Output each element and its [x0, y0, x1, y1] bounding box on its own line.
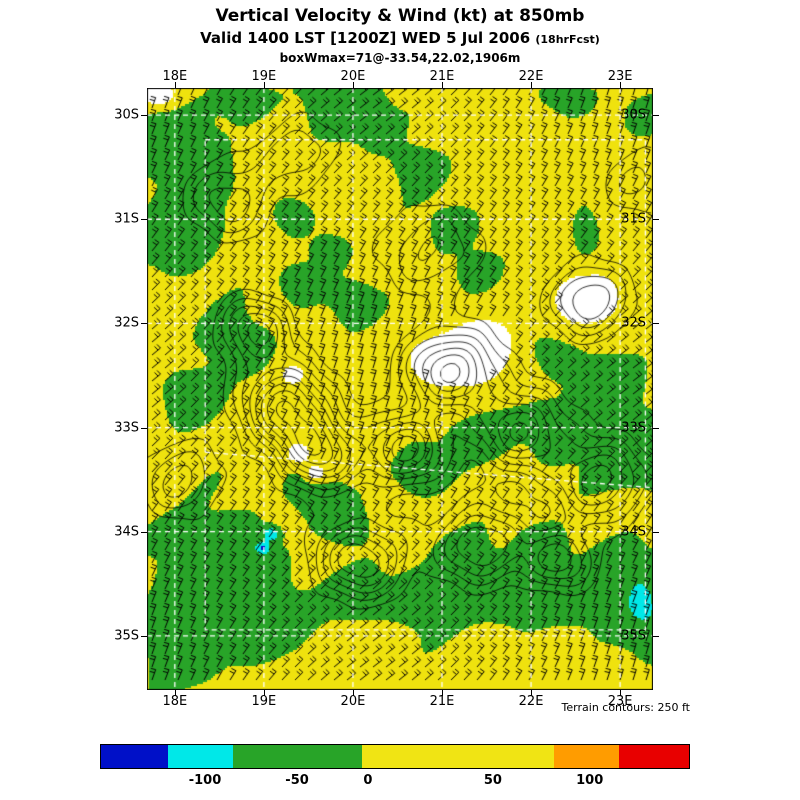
- forecast-hour-tag: (18hrFcst): [535, 33, 600, 46]
- x-tick-label-top: 22E: [518, 69, 544, 84]
- colorbar-segment-3: [362, 745, 555, 768]
- colorbar: [100, 744, 690, 769]
- axis-tick: [653, 427, 659, 429]
- valid-text: Valid 1400 LST [1200Z] WED 5 Jul 2006: [200, 29, 531, 47]
- terrain-contours-note: Terrain contours: 250 ft: [561, 701, 690, 714]
- colorbar-segment-1: [168, 745, 233, 768]
- x-tick-label-top: 18E: [162, 69, 188, 84]
- axis-tick: [653, 323, 659, 325]
- axis-tick: [263, 690, 265, 696]
- colorbar-labels: -100 -50 0 50 100: [100, 773, 690, 791]
- axis-tick: [620, 690, 622, 696]
- colorbar-label-0: 0: [363, 773, 373, 788]
- x-tick-label-bottom: 21E: [429, 694, 455, 709]
- axis-tick: [531, 690, 533, 696]
- x-tick-label-bottom: 20E: [340, 694, 366, 709]
- colorbar-label--100: -100: [188, 773, 222, 788]
- boxwmax-annotation: boxWmax=71@-33.54,22.02,1906m: [279, 51, 521, 65]
- axis-tick: [653, 219, 659, 221]
- x-tick-label-top: 21E: [429, 69, 455, 84]
- y-tick-label-left: 34S: [114, 524, 139, 540]
- x-tick-label-bottom: 19E: [251, 694, 277, 709]
- y-tick-label-left: 35S: [114, 628, 139, 644]
- axis-tick: [174, 690, 176, 696]
- axis-tick: [352, 690, 354, 696]
- axis-tick: [653, 115, 659, 117]
- x-tick-label-bottom: 18E: [162, 694, 188, 709]
- x-tick-label-bottom: 22E: [518, 694, 544, 709]
- x-tick-label-top: 23E: [607, 69, 633, 84]
- map-canvas: [147, 88, 653, 690]
- y-tick-label-left: 31S: [114, 211, 139, 227]
- axis-tick: [653, 635, 659, 637]
- map-frame: [147, 88, 653, 690]
- colorbar-label-50: 50: [483, 773, 502, 788]
- chart-valid-line: Valid 1400 LST [1200Z] WED 5 Jul 2006 (1…: [0, 29, 800, 47]
- y-tick-label-left: 32S: [114, 315, 139, 331]
- x-tick-label-top: 20E: [340, 69, 366, 84]
- colorbar-label-100: 100: [576, 773, 604, 788]
- colorbar-segment-4: [554, 745, 619, 768]
- y-tick-label-left: 30S: [114, 107, 139, 123]
- colorbar-label--50: -50: [285, 773, 309, 788]
- chart-title: Vertical Velocity & Wind (kt) at 850mb: [215, 6, 585, 26]
- y-tick-label-left: 33S: [114, 420, 139, 436]
- colorbar-segment-2: [232, 745, 363, 768]
- colorbar-segment-0: [101, 745, 169, 768]
- axis-tick: [653, 531, 659, 533]
- x-tick-label-top: 19E: [251, 69, 277, 84]
- axis-tick: [441, 690, 443, 696]
- colorbar-segment-5: [619, 745, 689, 768]
